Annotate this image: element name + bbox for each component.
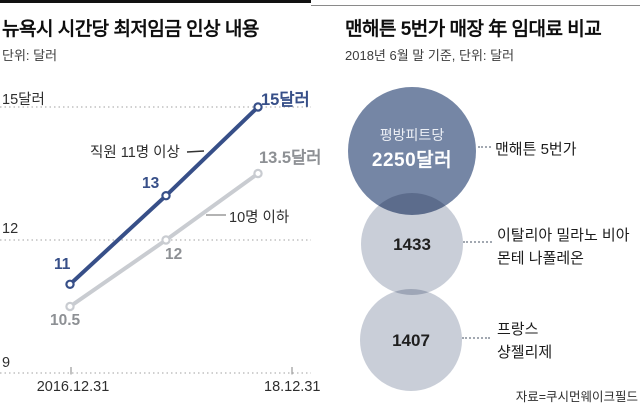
point-label-10-5: 10.5 xyxy=(50,312,81,329)
point-label-12: 12 xyxy=(165,246,183,263)
bubble-label-paris-line2: 샹젤리제 xyxy=(497,344,553,361)
bubble-label-milan-line2: 몬테 나폴레온 xyxy=(497,250,584,267)
point-label-13-5: 13.5달러 xyxy=(259,149,322,167)
leader-line-milan xyxy=(463,241,492,243)
top-rule-right xyxy=(311,4,640,6)
source-credit: 자료=쿠시먼웨이크필드 xyxy=(515,390,638,404)
point-label-11: 11 xyxy=(54,256,71,273)
bubble-label-milan: 이탈리아 밀라노 비아 몬테 나폴레온 xyxy=(497,224,630,270)
bubble-label-manhattan: 맨해튼 5번가 xyxy=(495,141,577,158)
bubble-circle-1 xyxy=(361,193,463,295)
ytick-9: 9 xyxy=(2,355,11,371)
rent-comparison-chart-panel: 맨해튼 5번가 매장 年 임대료 비교 2018년 6월 말 기준, 단위: 달… xyxy=(320,0,640,410)
bubble-manhattan-value: 평방피트당 2250달러 xyxy=(352,125,472,172)
series-label-small-employers: 10명 이하 xyxy=(229,210,290,226)
bubble-label-paris: 프랑스 샹젤리제 xyxy=(497,318,552,364)
line-chart-canvas xyxy=(0,102,311,375)
leader-line-manhattan xyxy=(478,146,491,148)
bubble-paris-value-label: 1407 xyxy=(392,331,430,350)
ytick-12: 12 xyxy=(2,221,19,237)
left-chart-subtitle: 단위: 달러 xyxy=(2,48,58,63)
right-chart-subtitle: 2018년 6월 말 기준, 단위: 달러 xyxy=(345,48,515,63)
left-chart-title: 뉴욕시 시간당 최저임금 인상 내용 xyxy=(2,19,259,40)
bubble-manhattan-value-label: 2250달러 xyxy=(371,150,453,171)
bubble-manhattan-value-prefix: 평방피트당 xyxy=(379,127,445,143)
right-chart-title: 맨해튼 5번가 매장 年 임대료 비교 xyxy=(345,19,602,40)
point-label-15: 15달러 xyxy=(261,91,310,109)
minimum-wage-chart-panel: 뉴욕시 시간당 최저임금 인상 내용 단위: 달러 15달러 12 9 2016… xyxy=(0,19,322,395)
ytick-15: 15달러 xyxy=(2,92,45,108)
top-rule-left xyxy=(0,0,311,3)
bubble-circle-2 xyxy=(360,289,462,391)
xtick-2018: 18.12.31 xyxy=(264,379,321,395)
bubble-milan-value-label: 1433 xyxy=(393,235,431,254)
bubble-label-paris-line1: 프랑스 xyxy=(497,321,539,338)
point-label-13: 13 xyxy=(142,175,160,192)
leader-line-paris xyxy=(462,337,490,339)
xtick-2016: 2016.12.31 xyxy=(36,379,110,395)
bubble-label-milan-line1: 이탈리아 밀라노 비아 xyxy=(497,227,630,244)
series-label-large-employers: 직원 11명 이상 xyxy=(90,145,180,161)
